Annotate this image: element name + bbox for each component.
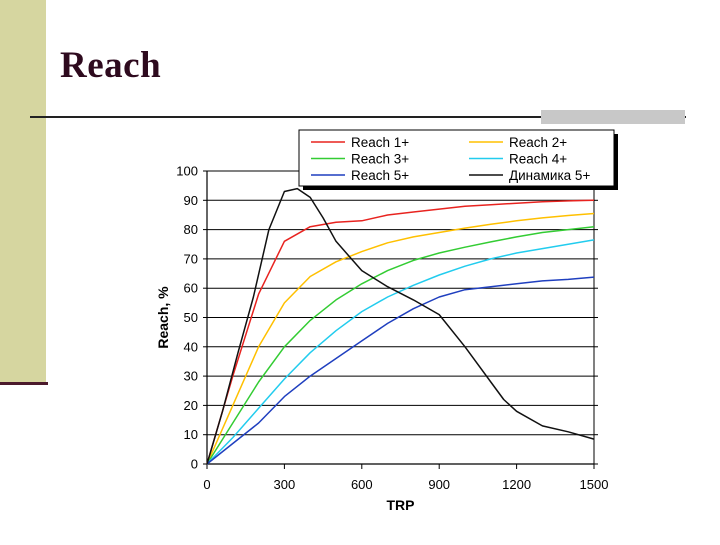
y-tick-label: 30 xyxy=(184,369,198,384)
y-tick-label: 40 xyxy=(184,339,198,354)
y-tick-label: 60 xyxy=(184,281,198,296)
title-divider xyxy=(30,116,686,118)
x-axis-label: TRP xyxy=(387,497,415,513)
y-tick-label: 50 xyxy=(184,310,198,325)
legend: Reach 1+ Reach 2+ Reach 3+ Reach 4+ Reach 5+… xyxy=(298,129,618,190)
x-tick-label: 300 xyxy=(274,477,296,492)
series-line-5 xyxy=(206,276,595,465)
y-tick-label: 10 xyxy=(184,427,198,442)
series-layer xyxy=(206,187,595,465)
legend-label: Reach 1+ xyxy=(351,135,409,150)
series-line-4 xyxy=(206,239,595,465)
x-tick-label: 1500 xyxy=(580,477,609,492)
left-accent-underline xyxy=(0,382,48,385)
x-tick-label: 600 xyxy=(351,477,373,492)
series-line-3 xyxy=(206,225,595,465)
slide-title: Reach xyxy=(60,45,162,86)
x-tick-label: 900 xyxy=(428,477,450,492)
legend-label: Reach 2+ xyxy=(509,135,567,150)
legend-box xyxy=(298,129,615,187)
y-axis-label: Reach, % xyxy=(155,286,171,349)
x-tick-label: 1200 xyxy=(502,477,531,492)
legend-label: Reach 5+ xyxy=(351,168,409,183)
title-accent-box xyxy=(541,110,685,124)
series-line-2 xyxy=(206,212,595,465)
y-tick-label: 90 xyxy=(184,193,198,208)
series-line-1 xyxy=(206,199,595,465)
series-line-6 xyxy=(206,187,595,465)
axis-layer: 0 10 20 30 40 50 60 70 80 90 100 0 300 600 900 1200 1500… xyxy=(155,164,608,514)
y-tick-label: 70 xyxy=(184,251,198,266)
legend-label: Reach 3+ xyxy=(351,152,409,167)
y-tick-label: 0 xyxy=(191,457,198,472)
left-accent-bar xyxy=(0,0,46,382)
y-tick-label: 100 xyxy=(176,164,198,179)
x-tick-label: 0 xyxy=(203,477,210,492)
grid-layer xyxy=(206,170,595,465)
legend-label: Динамика 5+ xyxy=(509,168,590,183)
legend-label: Reach 4+ xyxy=(509,152,567,167)
y-tick-label: 20 xyxy=(184,398,198,413)
y-tick-label: 80 xyxy=(184,222,198,237)
